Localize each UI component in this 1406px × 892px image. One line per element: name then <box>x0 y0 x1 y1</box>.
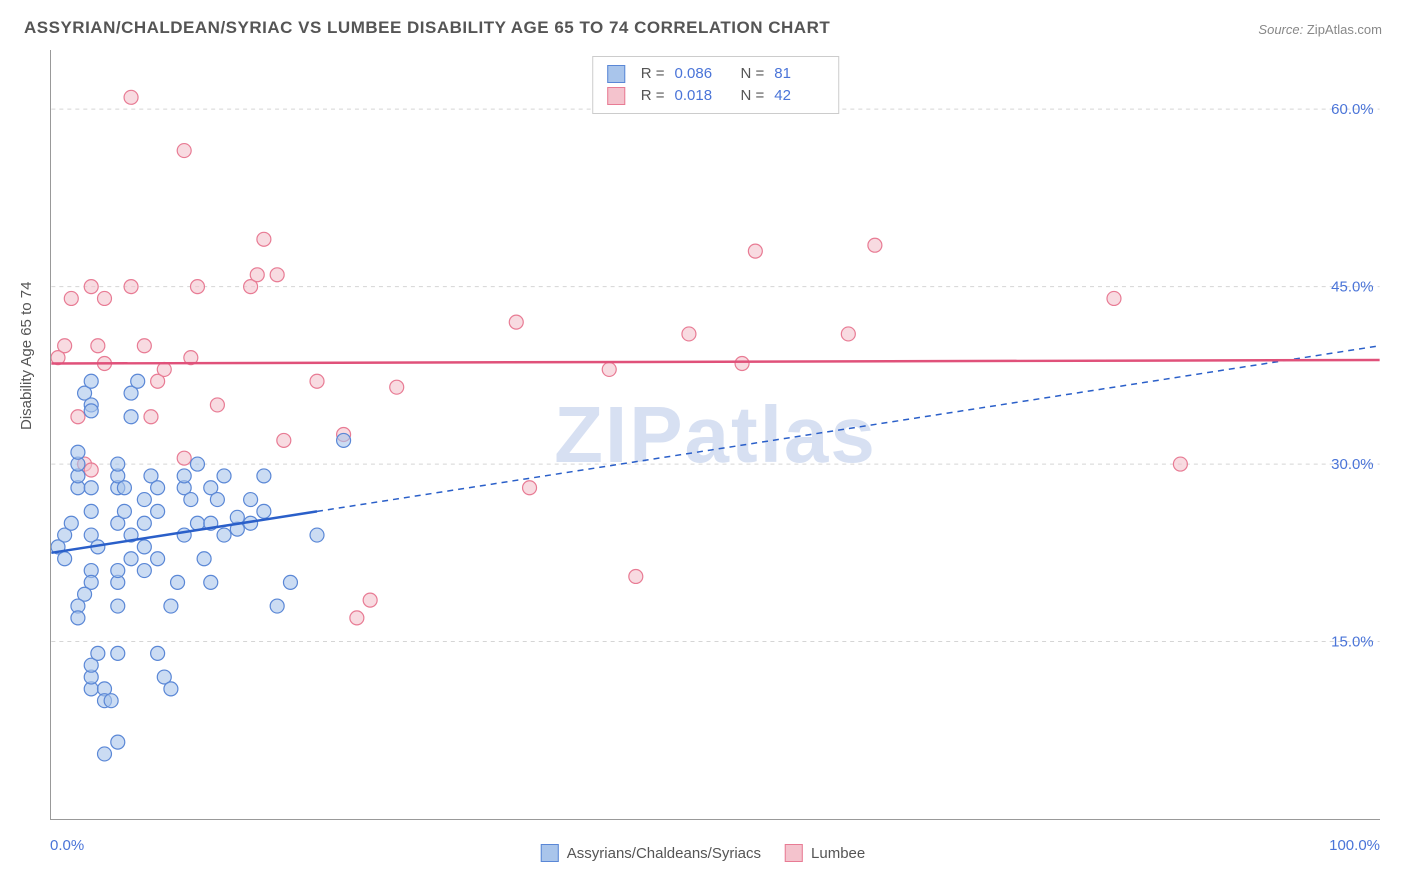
source-label: Source: <box>1258 22 1303 37</box>
n-label: N = <box>741 85 765 107</box>
series-a-name: Assyrians/Chaldeans/Syriacs <box>567 845 761 862</box>
legend-item-a: Assyrians/Chaldeans/Syriacs <box>541 844 761 862</box>
n-value-a: 81 <box>774 63 824 85</box>
chart-title: ASSYRIAN/CHALDEAN/SYRIAC VS LUMBEE DISAB… <box>24 18 830 38</box>
legend-stats: R = 0.086 N = 81 R = 0.018 N = 42 <box>592 56 840 114</box>
r-label: R = <box>641 85 665 107</box>
legend-row-a: R = 0.086 N = 81 <box>607 63 825 85</box>
x-tick-label: 100.0% <box>1329 837 1380 854</box>
legend-row-b: R = 0.018 N = 42 <box>607 85 825 107</box>
svg-text:15.0%: 15.0% <box>1331 634 1373 651</box>
source-attribution: Source: ZipAtlas.com <box>1258 22 1382 37</box>
n-label: N = <box>741 63 765 85</box>
plot-area: ZIPatlas R = 0.086 N = 81 R = 0.018 N = … <box>50 50 1380 820</box>
series-b-name: Lumbee <box>811 845 865 862</box>
swatch-a-bottom <box>541 844 559 862</box>
svg-text:30.0%: 30.0% <box>1331 456 1373 473</box>
swatch-b <box>607 87 625 105</box>
svg-text:45.0%: 45.0% <box>1331 279 1373 296</box>
x-tick-label: 0.0% <box>50 837 84 854</box>
plot-svg: 15.0% 30.0% 45.0% 60.0% <box>51 50 1380 819</box>
source-value: ZipAtlas.com <box>1307 22 1382 37</box>
legend-series: Assyrians/Chaldeans/Syriacs Lumbee <box>541 844 865 862</box>
legend-item-b: Lumbee <box>785 844 865 862</box>
r-label: R = <box>641 63 665 85</box>
y-axis-label: Disability Age 65 to 74 <box>18 282 35 430</box>
n-value-b: 42 <box>774 85 824 107</box>
r-value-b: 0.018 <box>675 85 725 107</box>
svg-text:60.0%: 60.0% <box>1331 101 1373 118</box>
r-value-a: 0.086 <box>675 63 725 85</box>
swatch-b-bottom <box>785 844 803 862</box>
swatch-a <box>607 65 625 83</box>
